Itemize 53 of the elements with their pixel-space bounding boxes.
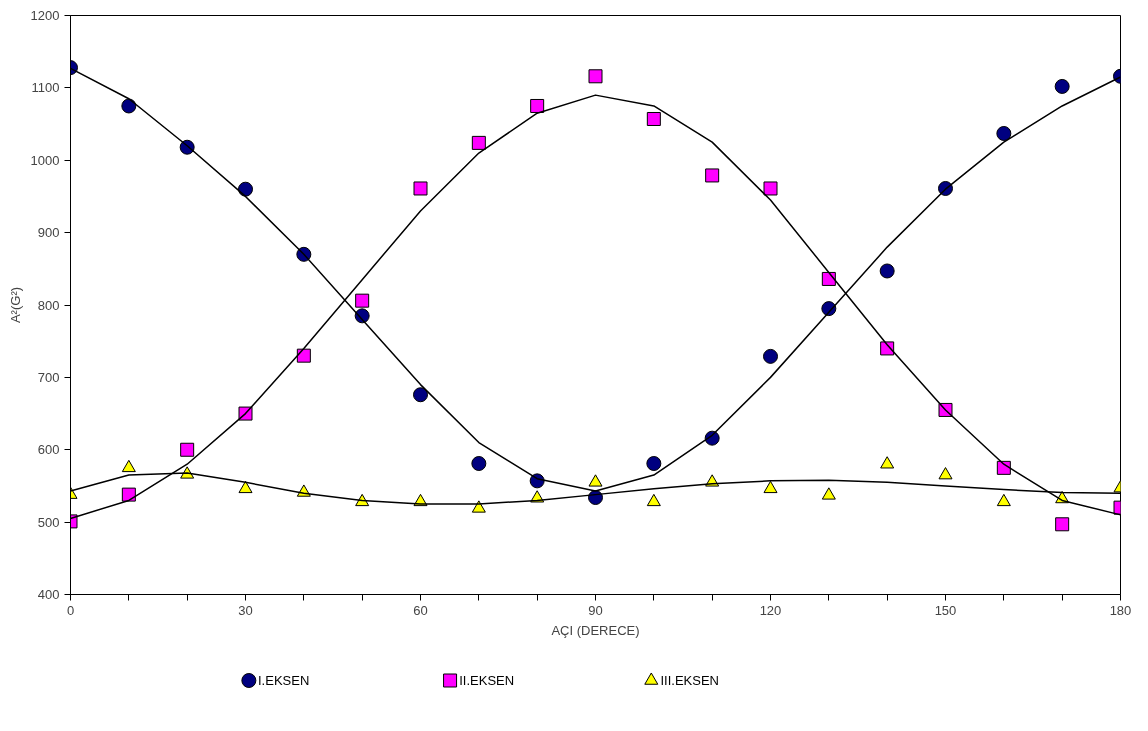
point [938, 467, 953, 480]
point [879, 263, 895, 279]
point [180, 442, 195, 457]
point [996, 125, 1012, 141]
y-tick-label: 600 [37, 442, 60, 458]
point [996, 493, 1011, 507]
point [880, 456, 895, 469]
x-tick-label: 90 [588, 602, 603, 618]
legend-label: II.EKSEN [459, 673, 515, 688]
x-tick-label: 30 [238, 602, 253, 618]
point [763, 480, 778, 494]
point [121, 487, 136, 502]
y-tick-label: 800 [37, 297, 60, 313]
point [530, 98, 545, 113]
y-tick-label: 500 [37, 514, 60, 530]
y-tick-label: 1100 [31, 80, 60, 96]
point [296, 348, 311, 363]
x-tick-label: 180 [1109, 602, 1132, 618]
y-axis-title: A²(G²) [7, 286, 23, 324]
point [646, 493, 661, 507]
y-tick-label: 1200 [30, 8, 60, 23]
point [238, 181, 253, 197]
x-tick-label: 60 [413, 602, 428, 618]
point [821, 271, 836, 286]
point [471, 456, 487, 471]
x-tick-label: 120 [759, 602, 782, 618]
point [413, 387, 428, 403]
point [471, 500, 486, 513]
y-tick-label: 400 [37, 587, 60, 602]
point [355, 293, 370, 308]
point [646, 112, 661, 126]
point [471, 135, 486, 150]
y-tick-label: 900 [37, 225, 60, 241]
point [588, 474, 603, 487]
y-tick-label: 1000 [30, 152, 60, 168]
point [1055, 517, 1070, 532]
point [705, 168, 720, 183]
legend-label: I.EKSEN [258, 673, 310, 688]
point [821, 487, 836, 500]
point [413, 181, 428, 196]
y-tick-label: 700 [37, 369, 60, 385]
point [588, 69, 603, 84]
x-axis-title: AÇI (DERECE) [551, 622, 640, 638]
point [121, 459, 136, 473]
legend-label: III.EKSEN [660, 673, 719, 688]
point [238, 480, 253, 494]
x-tick-label: 150 [934, 602, 957, 618]
point [763, 348, 778, 364]
point [646, 456, 662, 471]
point [121, 98, 137, 114]
point [1054, 78, 1070, 94]
x-tick-label: 0 [66, 602, 75, 618]
point [763, 181, 778, 196]
